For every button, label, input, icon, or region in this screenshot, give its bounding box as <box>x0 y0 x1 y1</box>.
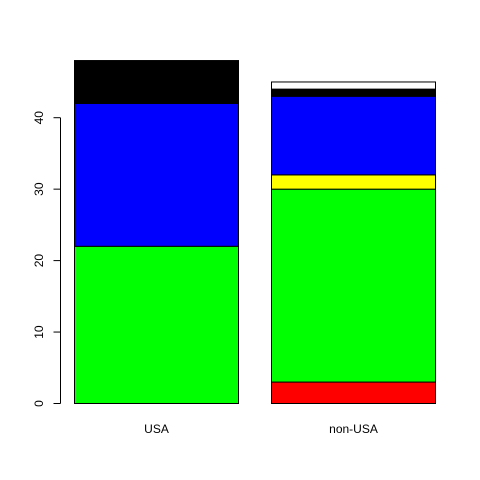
y-tick-label: 30 <box>32 182 46 196</box>
y-tick-label: 0 <box>32 400 46 407</box>
bar-segment-usa-1 <box>74 245 239 404</box>
bar-segment-non-usa-1 <box>271 188 436 383</box>
y-tick-label: 10 <box>32 325 46 339</box>
bar-segment-usa-4 <box>74 60 239 104</box>
x-category-labels: USA non-USA <box>144 422 378 436</box>
bar-segment-non-usa-5 <box>271 81 436 90</box>
y-axis: 0 10 20 30 40 <box>32 111 61 407</box>
x-category-label: non-USA <box>329 422 378 436</box>
bar-segment-non-usa-4 <box>271 88 436 97</box>
y-tick-label: 40 <box>32 111 46 125</box>
bar-segment-non-usa-2 <box>271 174 436 190</box>
bars-layer <box>74 60 436 405</box>
x-category-label: USA <box>144 422 169 436</box>
y-tick-label: 20 <box>32 254 46 268</box>
bar-segment-non-usa-3 <box>271 95 436 176</box>
bar-segment-usa-3 <box>74 102 239 247</box>
bar-segment-non-usa-0 <box>271 381 436 405</box>
